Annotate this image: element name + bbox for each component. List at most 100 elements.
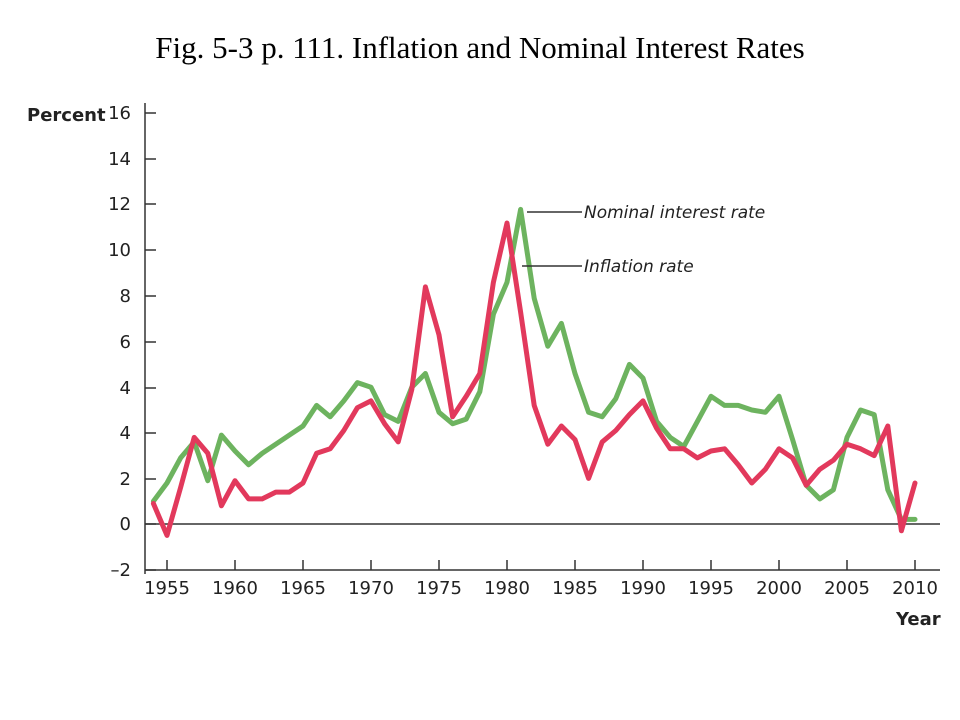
data-point bbox=[437, 411, 441, 414]
y-axis: –2 0 2 4 4 6 8 10 12 14 16 bbox=[108, 103, 940, 581]
y-tick-label: –2 bbox=[111, 560, 131, 581]
data-point bbox=[261, 497, 264, 501]
annotation-layer: Nominal interest rate Inflation rate bbox=[522, 203, 765, 277]
data-point bbox=[329, 447, 332, 450]
data-point bbox=[655, 427, 658, 430]
y-tick-label: 4 bbox=[120, 378, 131, 399]
data-point bbox=[193, 436, 196, 439]
data-point bbox=[492, 313, 495, 316]
data-point bbox=[301, 481, 305, 485]
y-tick-label: 8 bbox=[120, 286, 131, 307]
y-tick-label: 0 bbox=[120, 514, 131, 535]
data-point bbox=[247, 463, 250, 466]
data-point bbox=[587, 477, 590, 480]
x-axis-title: Year bbox=[895, 609, 941, 630]
data-point bbox=[329, 415, 332, 418]
data-point bbox=[805, 484, 808, 487]
data-point bbox=[723, 404, 726, 407]
data-point bbox=[546, 443, 549, 446]
data-point bbox=[777, 395, 781, 398]
data-point bbox=[546, 345, 549, 348]
data-point bbox=[845, 436, 849, 439]
data-point bbox=[356, 381, 359, 384]
data-point bbox=[369, 386, 373, 389]
data-point bbox=[478, 390, 481, 393]
data-point bbox=[913, 518, 917, 521]
data-point bbox=[288, 433, 291, 437]
y-tick-label: 4 bbox=[120, 423, 131, 444]
data-point bbox=[220, 504, 223, 507]
data-point bbox=[233, 449, 237, 453]
data-point bbox=[233, 479, 237, 482]
data-point bbox=[913, 481, 917, 485]
data-point bbox=[451, 415, 454, 418]
data-point bbox=[696, 456, 699, 460]
data-point bbox=[764, 468, 767, 471]
data-point bbox=[601, 415, 604, 418]
data-point bbox=[818, 468, 821, 471]
data-point bbox=[301, 424, 305, 428]
data-point bbox=[505, 281, 509, 284]
data-point bbox=[669, 436, 672, 439]
data-point bbox=[492, 281, 495, 284]
data-point bbox=[628, 413, 631, 416]
data-point bbox=[437, 333, 441, 336]
data-point bbox=[873, 413, 876, 416]
series-layer bbox=[150, 206, 918, 538]
data-point bbox=[424, 372, 427, 375]
y-tick-label: 6 bbox=[120, 332, 131, 353]
data-point bbox=[152, 502, 155, 505]
data-point bbox=[505, 221, 509, 225]
data-point bbox=[641, 376, 645, 380]
data-point bbox=[410, 388, 413, 391]
data-point bbox=[709, 449, 713, 453]
data-point bbox=[818, 497, 821, 501]
data-point bbox=[261, 452, 264, 455]
data-point bbox=[859, 408, 862, 412]
data-point bbox=[709, 395, 713, 398]
data-point bbox=[750, 481, 753, 485]
data-point bbox=[533, 297, 536, 300]
data-point bbox=[179, 456, 182, 460]
data-point bbox=[465, 417, 468, 421]
data-point bbox=[737, 463, 740, 466]
data-point bbox=[886, 488, 889, 491]
series-line-inflation-rate bbox=[150, 220, 918, 538]
x-tick-label: 1980 bbox=[484, 578, 530, 599]
data-point bbox=[791, 456, 794, 460]
x-tick-label: 2010 bbox=[892, 578, 938, 599]
data-point bbox=[397, 420, 400, 423]
data-point bbox=[315, 452, 318, 455]
data-point bbox=[397, 440, 400, 444]
x-tick-label: 2000 bbox=[756, 578, 802, 599]
data-point bbox=[424, 285, 427, 289]
data-point bbox=[669, 447, 672, 450]
x-tick-label: 1990 bbox=[620, 578, 666, 599]
x-tick-label: 2005 bbox=[824, 578, 870, 599]
data-point bbox=[560, 424, 563, 428]
data-point bbox=[288, 490, 291, 494]
data-point bbox=[614, 397, 617, 400]
y-tick-label: 12 bbox=[108, 194, 131, 215]
y-tick-label: 2 bbox=[120, 469, 131, 490]
data-point bbox=[220, 433, 223, 437]
data-point bbox=[832, 488, 835, 491]
data-point bbox=[886, 424, 889, 428]
data-point bbox=[206, 452, 209, 455]
data-point bbox=[845, 443, 849, 446]
data-point bbox=[315, 404, 318, 407]
x-tick-label: 1960 bbox=[212, 578, 258, 599]
data-point bbox=[383, 413, 386, 416]
data-point bbox=[682, 447, 685, 450]
y-tick-label: 16 bbox=[108, 103, 131, 124]
data-point bbox=[465, 395, 468, 398]
data-point bbox=[179, 486, 182, 489]
x-tick-label: 1965 bbox=[280, 578, 326, 599]
data-point bbox=[614, 429, 617, 432]
data-point bbox=[859, 447, 862, 450]
data-point bbox=[274, 443, 277, 446]
data-point bbox=[165, 481, 169, 485]
data-point bbox=[696, 420, 699, 423]
data-point bbox=[764, 411, 767, 414]
